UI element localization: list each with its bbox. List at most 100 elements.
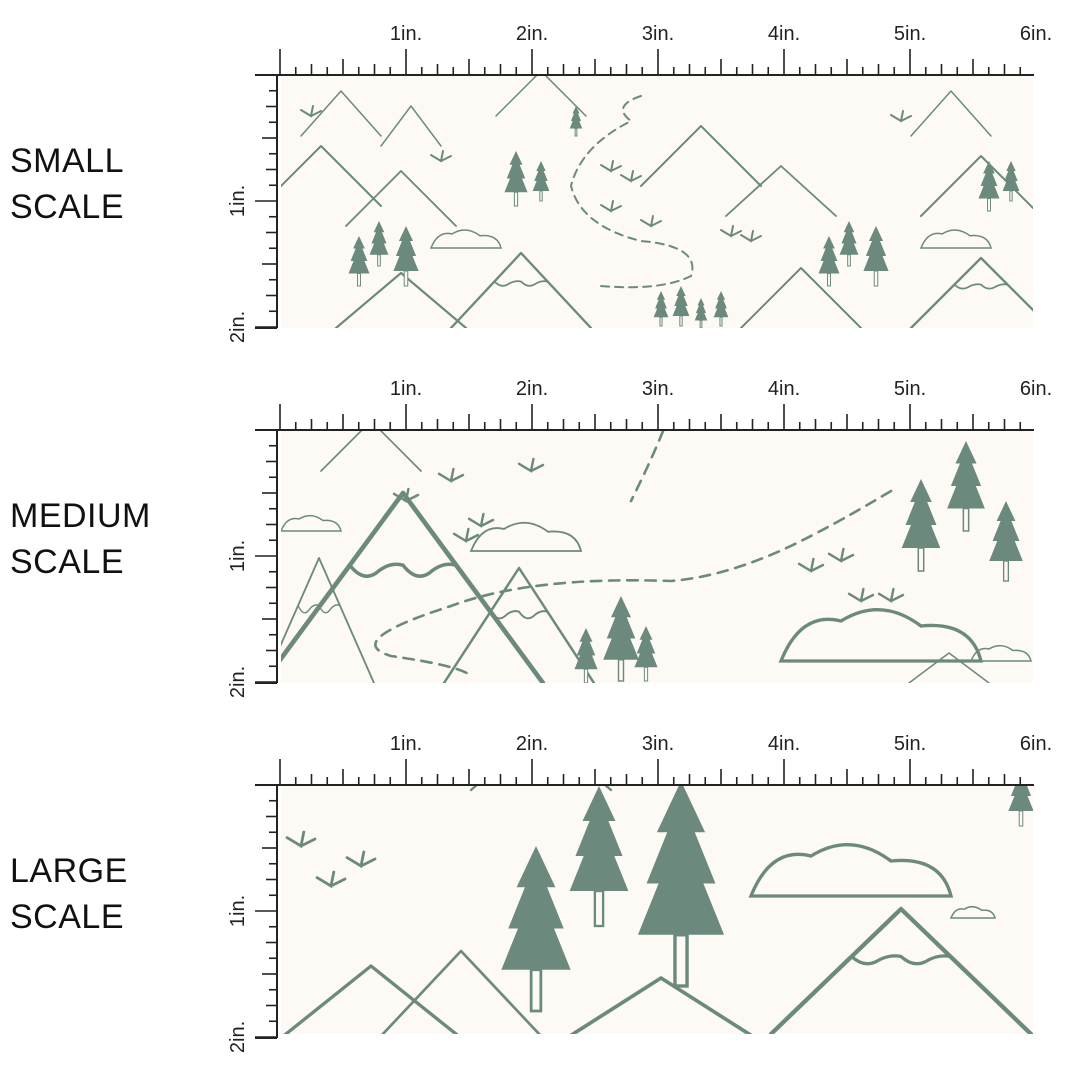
mountain-outline	[909, 256, 1033, 328]
ruler-top-label: 3in.	[642, 733, 674, 755]
ruler-top-label: 4in.	[768, 23, 800, 45]
mountain	[909, 256, 1033, 328]
ruler-top-label: 5in.	[894, 23, 926, 45]
snowcap-line	[489, 610, 548, 620]
mountain	[768, 906, 1033, 1034]
pine-tree	[818, 236, 840, 287]
ruler-side-label: 2in.	[227, 311, 249, 343]
mountain-pattern	[283, 786, 1033, 1034]
tree-trunk	[513, 191, 519, 207]
grass-blades	[600, 200, 622, 213]
ruler-top-label: 2in.	[516, 23, 548, 45]
mountain-outline	[283, 964, 459, 1034]
grass-tuft	[827, 547, 855, 563]
tree-trunk	[659, 316, 663, 327]
mountain-pattern	[281, 431, 1032, 683]
tree-crown	[863, 226, 889, 271]
scale-label-line2: SCALE	[10, 543, 124, 581]
mountain-outline	[569, 976, 753, 1034]
tree-crown	[603, 596, 639, 660]
tree-crown	[634, 626, 658, 668]
tree-crown	[393, 226, 419, 271]
mountain	[740, 267, 862, 328]
pine-tree	[637, 786, 725, 988]
tree-trunk	[699, 320, 703, 328]
tree-crown	[713, 291, 729, 318]
pine-tree	[393, 226, 419, 287]
tree-trunk	[574, 128, 578, 137]
grass-blades	[430, 150, 452, 163]
tree-trunk	[1009, 190, 1013, 202]
mountain-outline	[281, 490, 546, 683]
grass-tuft	[620, 170, 642, 183]
mountain	[920, 155, 1033, 217]
grass-tuft	[467, 512, 495, 528]
mountain	[281, 145, 382, 207]
pine-tree	[348, 236, 370, 287]
snowcap-line	[953, 283, 1008, 290]
pine-tree	[694, 298, 708, 328]
ruler-side-label: 1in.	[227, 540, 249, 572]
ruler-side-label: 2in.	[227, 1021, 249, 1053]
mountain	[569, 976, 753, 1034]
ruler-side-label: 1in.	[227, 185, 249, 217]
pine-tree	[574, 628, 598, 683]
tree-trunk	[1002, 560, 1010, 582]
tree-crown	[694, 298, 708, 321]
tree-trunk	[719, 316, 723, 327]
medium-scale-label: MEDIUM SCALE	[10, 493, 210, 585]
grass-blades	[315, 870, 347, 889]
mountain-outline	[725, 165, 837, 217]
mountain	[300, 90, 382, 137]
tree-trunk	[357, 273, 361, 287]
mountain	[442, 566, 596, 683]
tree-trunk	[529, 968, 543, 1013]
tree-crown	[818, 236, 840, 274]
tree-trunk	[673, 933, 689, 988]
scale-label-line1: LARGE	[10, 852, 128, 890]
grass-blades	[345, 850, 377, 869]
mountain	[345, 170, 457, 227]
grass-tuft	[640, 215, 662, 228]
cloud	[949, 905, 996, 919]
mountain	[908, 652, 990, 683]
mountain-outline	[449, 251, 593, 328]
cloud	[778, 608, 984, 663]
cloud	[281, 514, 342, 532]
tree-crown	[1008, 786, 1033, 811]
pine-tree	[947, 441, 985, 532]
tree-trunk	[539, 190, 543, 202]
grass-blades	[392, 487, 420, 503]
scale-label-line2: SCALE	[10, 898, 124, 936]
mountain	[281, 557, 375, 683]
grass-blades	[797, 557, 825, 573]
dashed-trail	[374, 489, 893, 678]
grass-tuft	[452, 527, 480, 543]
snowcap-line	[493, 280, 548, 287]
tree-crown	[569, 786, 629, 891]
grass-tuft	[740, 230, 762, 243]
mountain-outline	[281, 145, 382, 207]
tree-trunk	[873, 270, 879, 287]
ruler-top-label: 6in.	[1020, 378, 1052, 400]
grass-blades	[827, 547, 855, 563]
mountain-outline	[442, 566, 596, 683]
mountain	[380, 105, 442, 147]
tree-crown	[1002, 161, 1020, 191]
mountain-outline	[345, 170, 457, 227]
grass-blades	[300, 105, 322, 118]
ruler-top-label: 5in.	[894, 378, 926, 400]
grass-tuft	[392, 487, 420, 503]
mountain-outline	[381, 949, 541, 1034]
fabric-swatch-small	[281, 76, 1033, 328]
grass-tuft	[285, 830, 317, 849]
mountain-outline	[495, 76, 587, 117]
fabric-swatch-large	[281, 786, 1033, 1034]
pine-tree	[839, 221, 859, 267]
ruler-top-label: 2in.	[516, 733, 548, 755]
tree-trunk	[403, 270, 409, 287]
scale-label-line1: SMALL	[10, 142, 124, 180]
pine-tree	[653, 291, 669, 327]
scale-label-line2: SCALE	[10, 188, 124, 226]
mountain-pattern	[281, 76, 1033, 328]
